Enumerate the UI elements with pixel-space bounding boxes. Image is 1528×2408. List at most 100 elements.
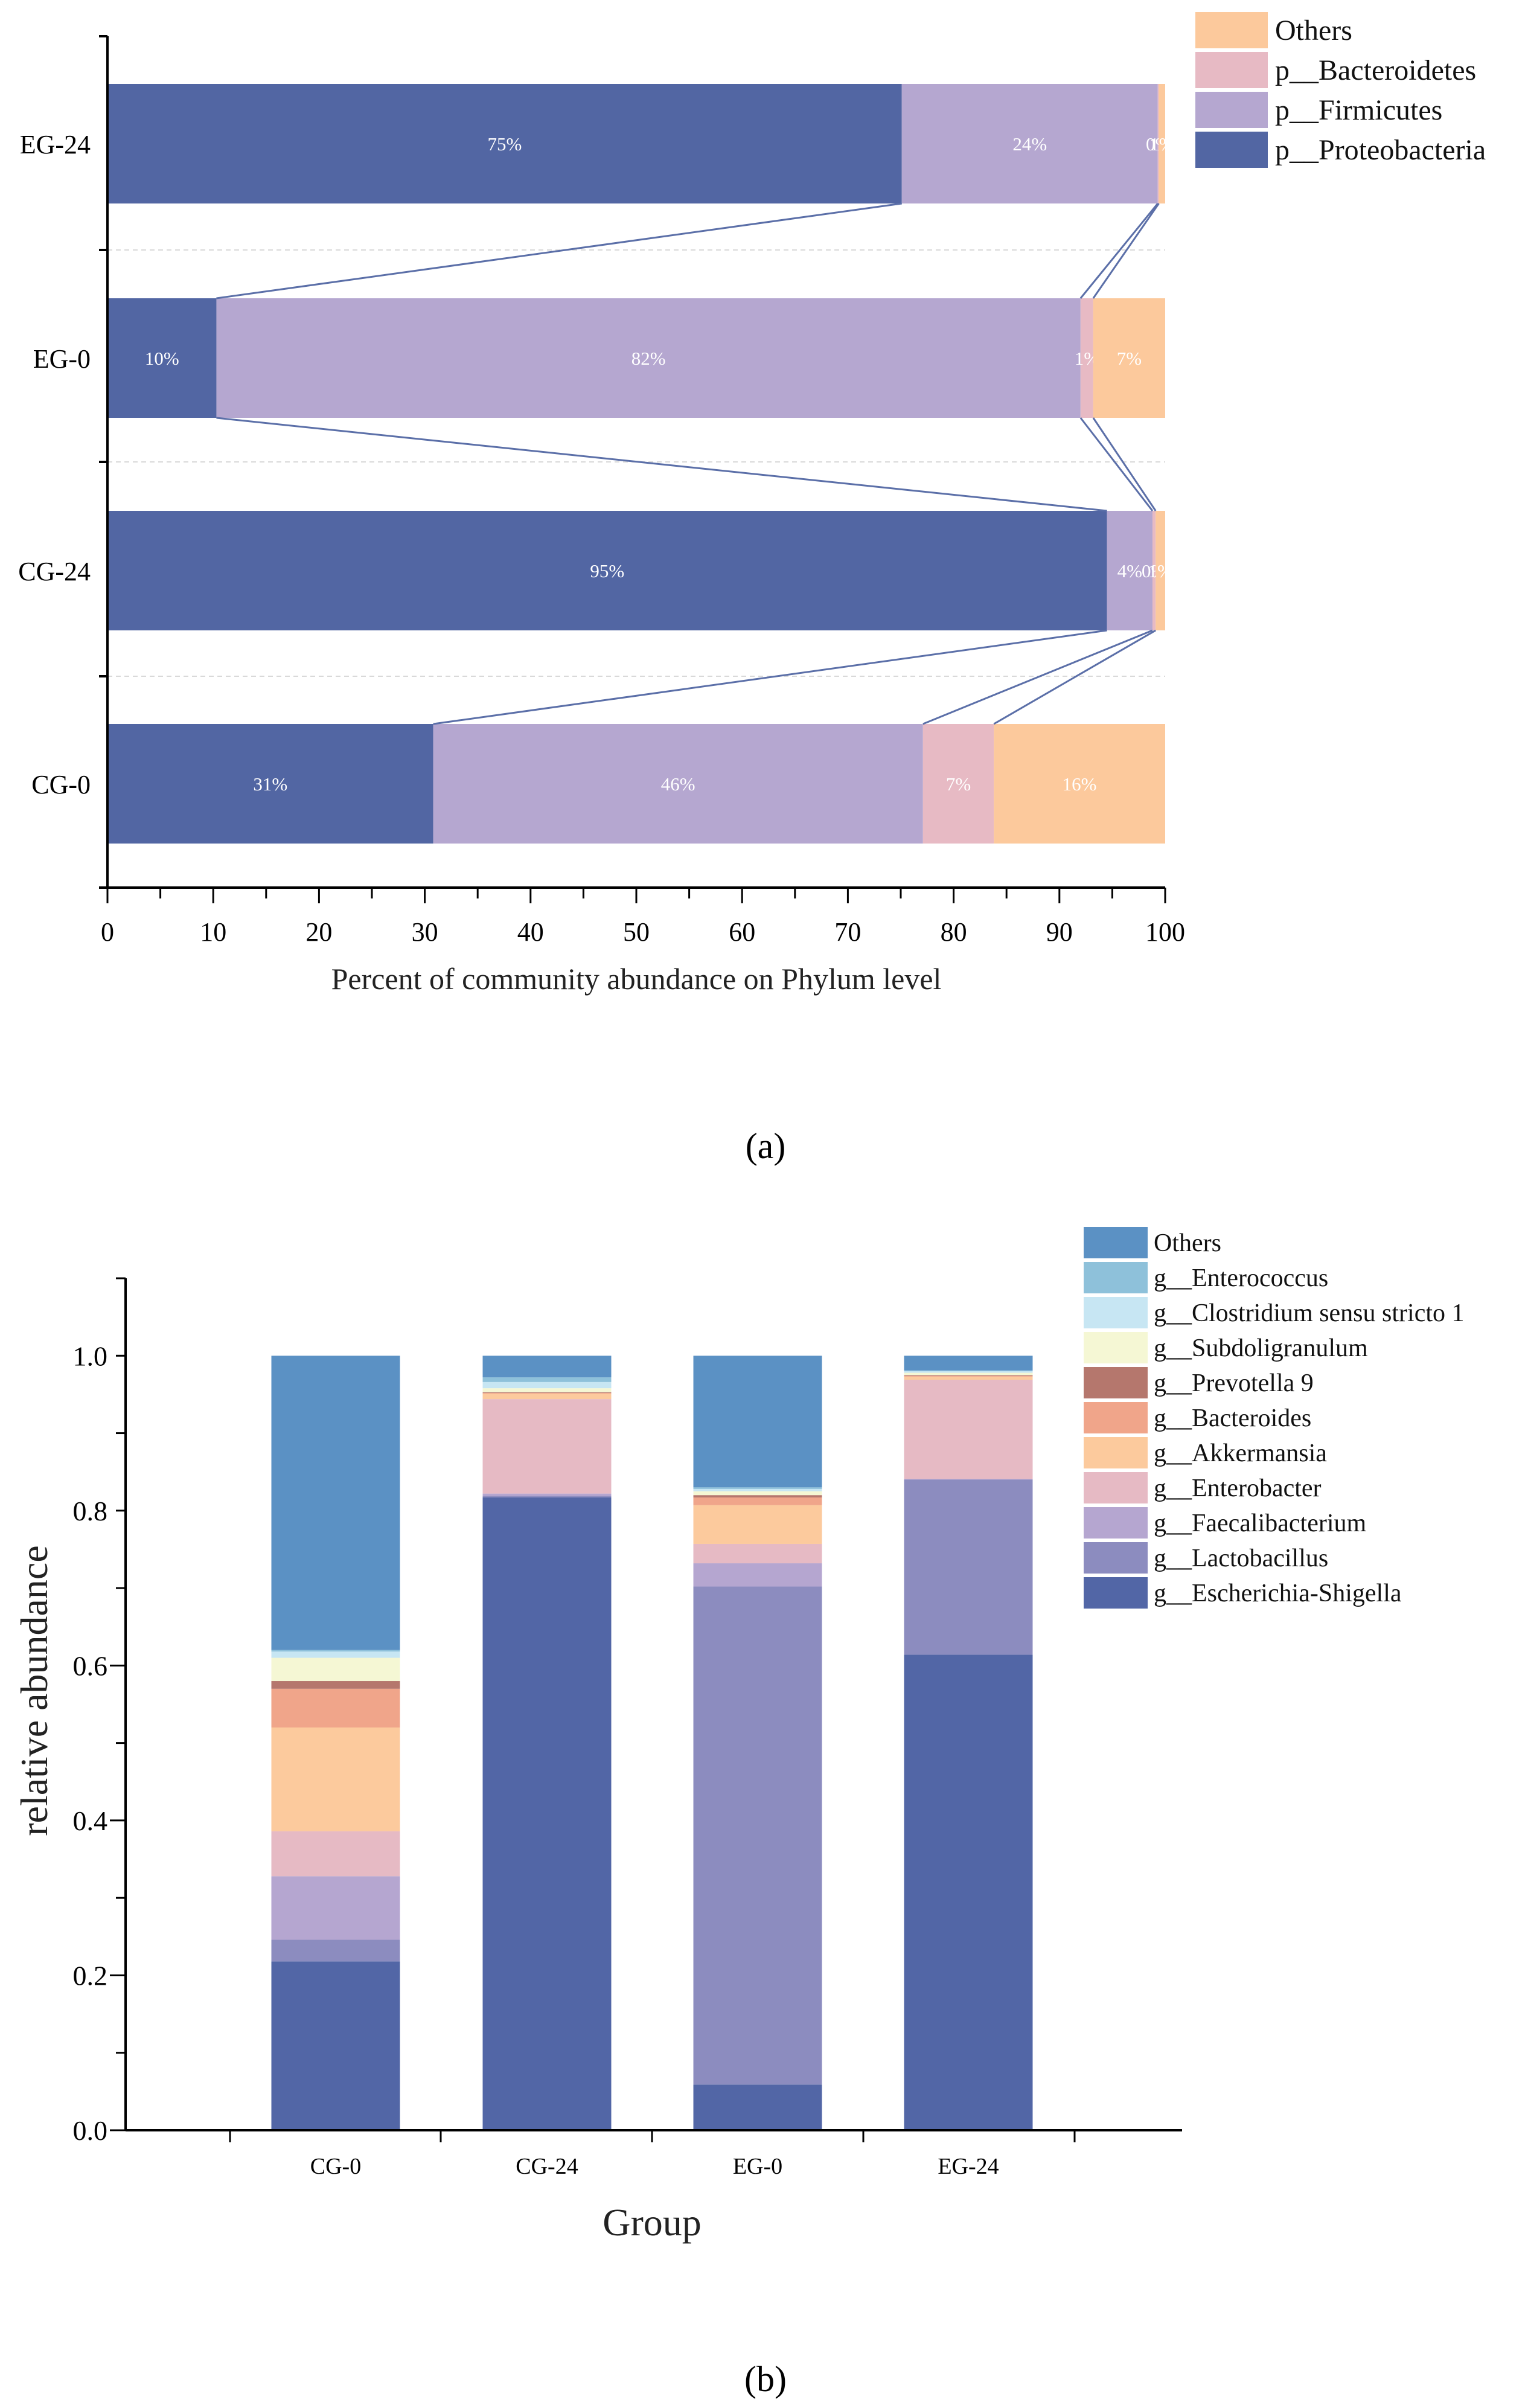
bar-segment-p-firmicutes-cg-0 (433, 724, 923, 844)
data-label-p-bacteroidetes-eg-24: 0% (1146, 133, 1171, 155)
bar-segment-p-proteobacteria-eg-24 (107, 84, 902, 203)
y-tick-label-0-2: 0.2 (73, 1960, 108, 1991)
legend-label-g-escherichia-shigella: g__Escherichia-Shigella (1154, 1580, 1402, 1607)
connector-line (1092, 417, 1157, 511)
data-label-p-firmicutes-eg-0: 82% (631, 348, 666, 369)
legend-label-p-firmicutes: p__Firmicutes (1275, 94, 1442, 126)
y-tick-label-0-4: 0.4 (73, 1805, 108, 1836)
bar-segment-g-subdoligranulum-cg-24 (482, 1388, 612, 1392)
legend-swatch-g-enterococcus (1084, 1262, 1148, 1293)
bar-segment-p-proteobacteria-eg-0 (107, 298, 217, 418)
legend-swatch-g-prevotella-9 (1084, 1367, 1148, 1398)
data-label-p-proteobacteria-cg-0: 31% (253, 773, 287, 795)
legend-swatch-others (1084, 1227, 1148, 1258)
bar-segment-g-enterococcus-cg-0 (271, 1650, 400, 1652)
x-tick-label-30: 30 (412, 917, 438, 947)
x-tick-label-10: 10 (200, 917, 226, 947)
bar-segment-g-bacteroides-eg-0 (693, 1497, 822, 1505)
connector-line (216, 417, 1107, 512)
bar-segment-g-enterococcus-cg-24 (482, 1377, 612, 1382)
y-tick-label-cg-24: CG-24 (18, 557, 91, 586)
bar-segment-g-clostridium-sensu-stricto-1-eg-24 (904, 1371, 1033, 1373)
bar-segment-g-faecalibacterium-cg-0 (271, 1876, 400, 1940)
x-tick-label-100: 100 (1145, 917, 1185, 947)
bar-segment-g-lactobacillus-eg-0 (693, 1586, 822, 2085)
y-tick-label-0-0: 0.0 (73, 2115, 108, 2146)
legend-label-g-bacteroides: g__Bacteroides (1154, 1404, 1311, 1432)
caption-a-text: (a) (746, 1126, 786, 1166)
legend-swatch-g-subdoligranulum (1084, 1332, 1148, 1363)
x-tick-label-20: 20 (305, 917, 332, 947)
legend-label-others: Others (1154, 1229, 1221, 1257)
y-tick-label-0-8: 0.8 (73, 1496, 108, 1526)
panel-a-phylum-chart: 31% 46% 7% 16%95% 4%0%1%10% 82% 1% 7%75% 24% 0%1%… (18, 12, 1486, 996)
legend-swatch-g-clostridium-sensu-stricto-1 (1084, 1297, 1148, 1328)
y-tick-label-0-6: 0.6 (73, 1650, 108, 1681)
bar-segment-g-clostridium-sensu-stricto-1-cg-24 (482, 1382, 612, 1389)
bar-segment-p-proteobacteria-cg-0 (107, 724, 433, 844)
x-tick-label-40: 40 (517, 917, 544, 947)
bar-segment-g-escherichia-shigella-cg-24 (482, 1497, 612, 2130)
x-tick-label-80: 80 (941, 917, 967, 947)
bar-segment-p-bacteroidetes-cg-0 (922, 724, 994, 844)
panel-b-genus-chart: 0.0 0.2 0.4 0.6 0.8 1.0 CG-0 CG-24 EG-0 EG-24 Grou… (13, 1227, 1465, 2244)
legend-label-p-proteobacteria: p__Proteobacteria (1275, 134, 1486, 166)
bar-segment-p-proteobacteria-cg-24 (107, 511, 1107, 630)
connector-line (216, 202, 902, 299)
x-axis-title: Group (603, 2201, 702, 2244)
bar-segment-g-faecalibacterium-cg-24 (482, 1493, 612, 1496)
connector-line (1092, 203, 1160, 299)
legend-swatch-g-lactobacillus (1084, 1542, 1148, 1574)
legend-label-others: Others (1275, 14, 1352, 46)
bar-segment-p-bacteroidetes-eg-24 (1157, 84, 1159, 203)
legend-label-g-akkermansia: g__Akkermansia (1154, 1439, 1327, 1467)
data-label-p-firmicutes-eg-24: 24% (1012, 133, 1047, 155)
legend-swatch-g-enterobacter (1084, 1472, 1148, 1503)
bar-segment-g-faecalibacterium-eg-0 (693, 1563, 822, 1587)
x-tick-label-cg-0: CG-0 (310, 2154, 361, 2179)
bar-segment-others-cg-24 (1156, 511, 1165, 630)
bar-segment-g-prevotella-9-cg-24 (482, 1392, 612, 1393)
bar-segment-g-akkermansia-eg-24 (904, 1376, 1033, 1380)
legend-swatch-p-proteobacteria (1195, 132, 1268, 168)
bar-segment-p-firmicutes-cg-24 (1107, 511, 1152, 630)
connector-line (1079, 203, 1159, 299)
bar-segment-others-cg-0 (271, 1356, 400, 1650)
bar-segment-g-enterobacter-cg-0 (271, 1831, 400, 1877)
data-label-p-bacteroidetes-cg-0: 7% (946, 773, 971, 795)
bar-segment-g-enterobacter-cg-24 (482, 1399, 612, 1494)
legend-swatch-p-firmicutes (1195, 92, 1268, 128)
connector-line (922, 629, 1153, 725)
bar-segment-g-subdoligranulum-eg-0 (693, 1491, 822, 1496)
bar-segment-g-akkermansia-eg-0 (693, 1505, 822, 1544)
connector-line (993, 629, 1156, 725)
data-label-p-firmicutes-cg-24: 4% (1117, 560, 1142, 581)
data-label-p-firmicutes-cg-0: 46% (661, 773, 695, 795)
bar-segment-others-eg-0 (693, 1356, 822, 1488)
legend-swatch-g-akkermansia (1084, 1437, 1148, 1468)
caption-b-text: (b) (744, 2359, 787, 2399)
data-label-p-proteobacteria-eg-24: 75% (487, 133, 522, 155)
bar-segment-others-eg-24 (904, 1356, 1033, 1371)
y-tick-label-eg-0: EG-0 (33, 344, 91, 374)
data-label-p-proteobacteria-cg-24: 95% (590, 560, 624, 581)
bar-segment-g-bacteroides-eg-24 (904, 1375, 1033, 1377)
legend-label-g-enterococcus: g__Enterococcus (1154, 1264, 1328, 1292)
bar-segment-g-escherichia-shigella-eg-24 (904, 1654, 1033, 2130)
bar-segment-g-enterococcus-eg-0 (693, 1487, 822, 1489)
legend-label-g-prevotella-9: g__Prevotella 9 (1154, 1369, 1314, 1397)
bar-segment-g-escherichia-shigella-eg-0 (693, 2084, 822, 2130)
x-tick-label-60: 60 (729, 917, 755, 947)
data-label-others-cg-24: 1% (1148, 560, 1172, 581)
legend-label-g-subdoligranulum: g__Subdoligranulum (1154, 1334, 1368, 1362)
y-tick-label-cg-0: CG-0 (31, 770, 91, 799)
bar-segment-g-akkermansia-cg-24 (482, 1394, 612, 1400)
x-tick-label-90: 90 (1046, 917, 1073, 947)
data-label-others-cg-0: 16% (1063, 773, 1097, 795)
x-tick-label-0: 0 (101, 917, 114, 947)
bar-segment-g-subdoligranulum-cg-0 (271, 1657, 400, 1682)
x-tick-label-eg-0: EG-0 (733, 2154, 782, 2179)
connector-line (433, 629, 1107, 725)
legend-label-g-clostridium-sensu-stricto-1: g__Clostridium sensu stricto 1 (1154, 1299, 1465, 1327)
x-tick-label-cg-24: CG-24 (516, 2154, 578, 2179)
